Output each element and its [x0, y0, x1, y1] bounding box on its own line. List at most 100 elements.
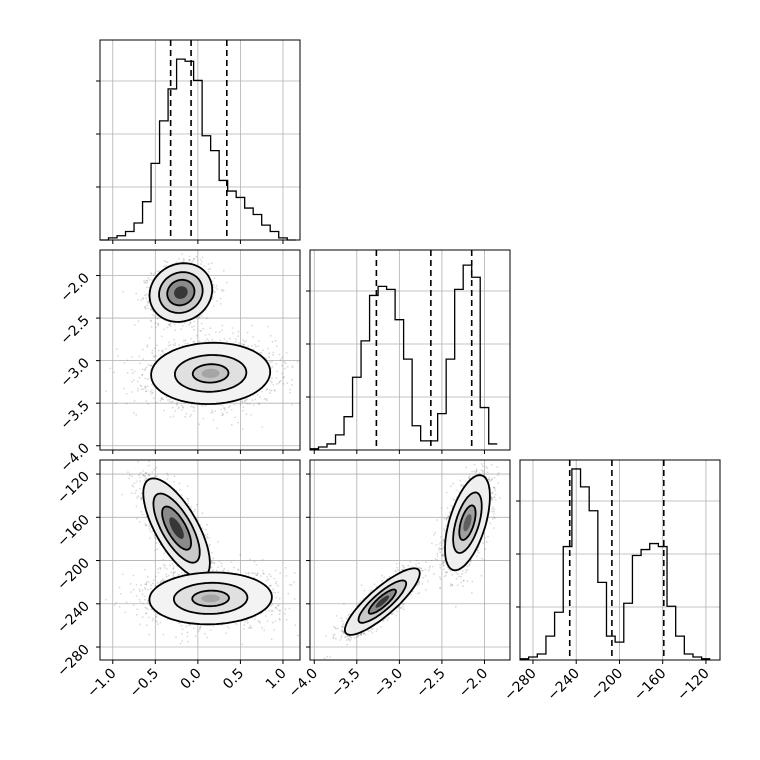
sample-point — [120, 493, 123, 496]
sample-point — [135, 480, 138, 483]
sample-point — [126, 359, 129, 362]
sample-point — [146, 344, 149, 347]
sample-point — [123, 387, 126, 390]
sample-point — [172, 567, 175, 569]
sample-point — [172, 415, 175, 418]
sample-point — [144, 367, 147, 370]
sample-point — [275, 377, 278, 380]
sample-point — [144, 306, 147, 308]
sample-point — [204, 334, 207, 336]
sample-point — [149, 537, 152, 540]
sample-point — [169, 323, 172, 326]
sample-point — [123, 362, 126, 364]
sample-point — [174, 344, 177, 346]
sample-point — [182, 257, 185, 260]
sample-point — [167, 474, 169, 476]
sample-point — [224, 409, 226, 411]
sample-point — [272, 354, 274, 356]
sample-point — [143, 281, 146, 284]
histogram-frame — [99, 39, 301, 241]
sample-point — [198, 340, 201, 343]
sample-point — [174, 329, 177, 332]
sample-point — [190, 505, 193, 508]
sample-point — [161, 398, 164, 400]
sample-point — [284, 367, 286, 370]
sample-point — [181, 409, 183, 411]
sample-point — [192, 260, 194, 262]
sample-point — [126, 372, 129, 374]
sample-point — [113, 371, 116, 374]
sample-point — [150, 364, 153, 367]
sample-point — [169, 416, 172, 418]
sample-point — [183, 572, 186, 575]
sample-point — [193, 325, 196, 328]
sample-point — [211, 280, 214, 283]
sample-point — [151, 349, 154, 352]
scatter-panel-1-0 — [96, 249, 325, 454]
sample-point — [163, 409, 165, 412]
sample-point — [221, 404, 224, 407]
sample-point — [141, 513, 144, 516]
sample-point — [189, 322, 192, 325]
contour-line — [158, 271, 204, 314]
sample-point — [180, 328, 182, 331]
sample-point — [131, 372, 134, 375]
sample-point — [149, 272, 152, 275]
contour-line — [166, 278, 196, 307]
scatter-panel-area — [100, 250, 325, 450]
sample-point — [147, 302, 150, 304]
sample-point — [148, 528, 151, 530]
sample-point — [182, 260, 185, 263]
sample-point — [213, 562, 216, 565]
sample-point — [135, 489, 138, 492]
sample-point — [291, 403, 293, 406]
sample-point — [206, 338, 209, 341]
sample-point — [212, 557, 215, 560]
sample-point — [241, 428, 244, 430]
sample-point — [176, 401, 179, 404]
sample-point — [242, 344, 245, 346]
sample-point — [272, 383, 275, 386]
sample-point — [153, 274, 155, 276]
sample-point — [242, 409, 244, 412]
sample-point — [253, 404, 255, 407]
sample-point — [214, 410, 217, 412]
sample-point — [140, 510, 143, 513]
contour-line — [150, 341, 272, 405]
sample-point — [173, 480, 176, 483]
sample-point — [252, 348, 255, 351]
sample-point — [151, 391, 154, 394]
sample-point — [323, 335, 325, 337]
sample-point — [212, 411, 214, 414]
sample-point — [222, 413, 225, 416]
sample-point — [219, 303, 222, 305]
sample-point — [146, 304, 149, 307]
sample-point — [191, 326, 194, 328]
sample-point — [212, 284, 215, 286]
sample-point — [291, 366, 294, 369]
sample-point — [240, 342, 243, 345]
sample-point — [133, 400, 136, 402]
sample-point — [215, 284, 218, 287]
sample-point — [150, 320, 152, 322]
sample-point — [183, 259, 186, 262]
sample-point — [196, 503, 198, 506]
sample-point — [163, 260, 166, 262]
sample-point — [143, 386, 146, 388]
sample-point — [183, 339, 185, 342]
sample-point — [151, 389, 153, 391]
sample-point — [219, 339, 222, 342]
sample-point — [144, 377, 147, 380]
sample-point — [173, 323, 176, 326]
sample-point — [169, 398, 172, 401]
sample-point — [220, 565, 223, 567]
sample-point — [269, 380, 272, 382]
sample-point — [150, 319, 153, 322]
sample-point — [261, 426, 264, 428]
sample-point — [131, 475, 134, 478]
sample-point — [145, 400, 148, 403]
sample-point — [147, 403, 150, 405]
sample-point — [250, 414, 253, 416]
sample-point — [169, 344, 172, 346]
sample-point — [163, 265, 165, 268]
